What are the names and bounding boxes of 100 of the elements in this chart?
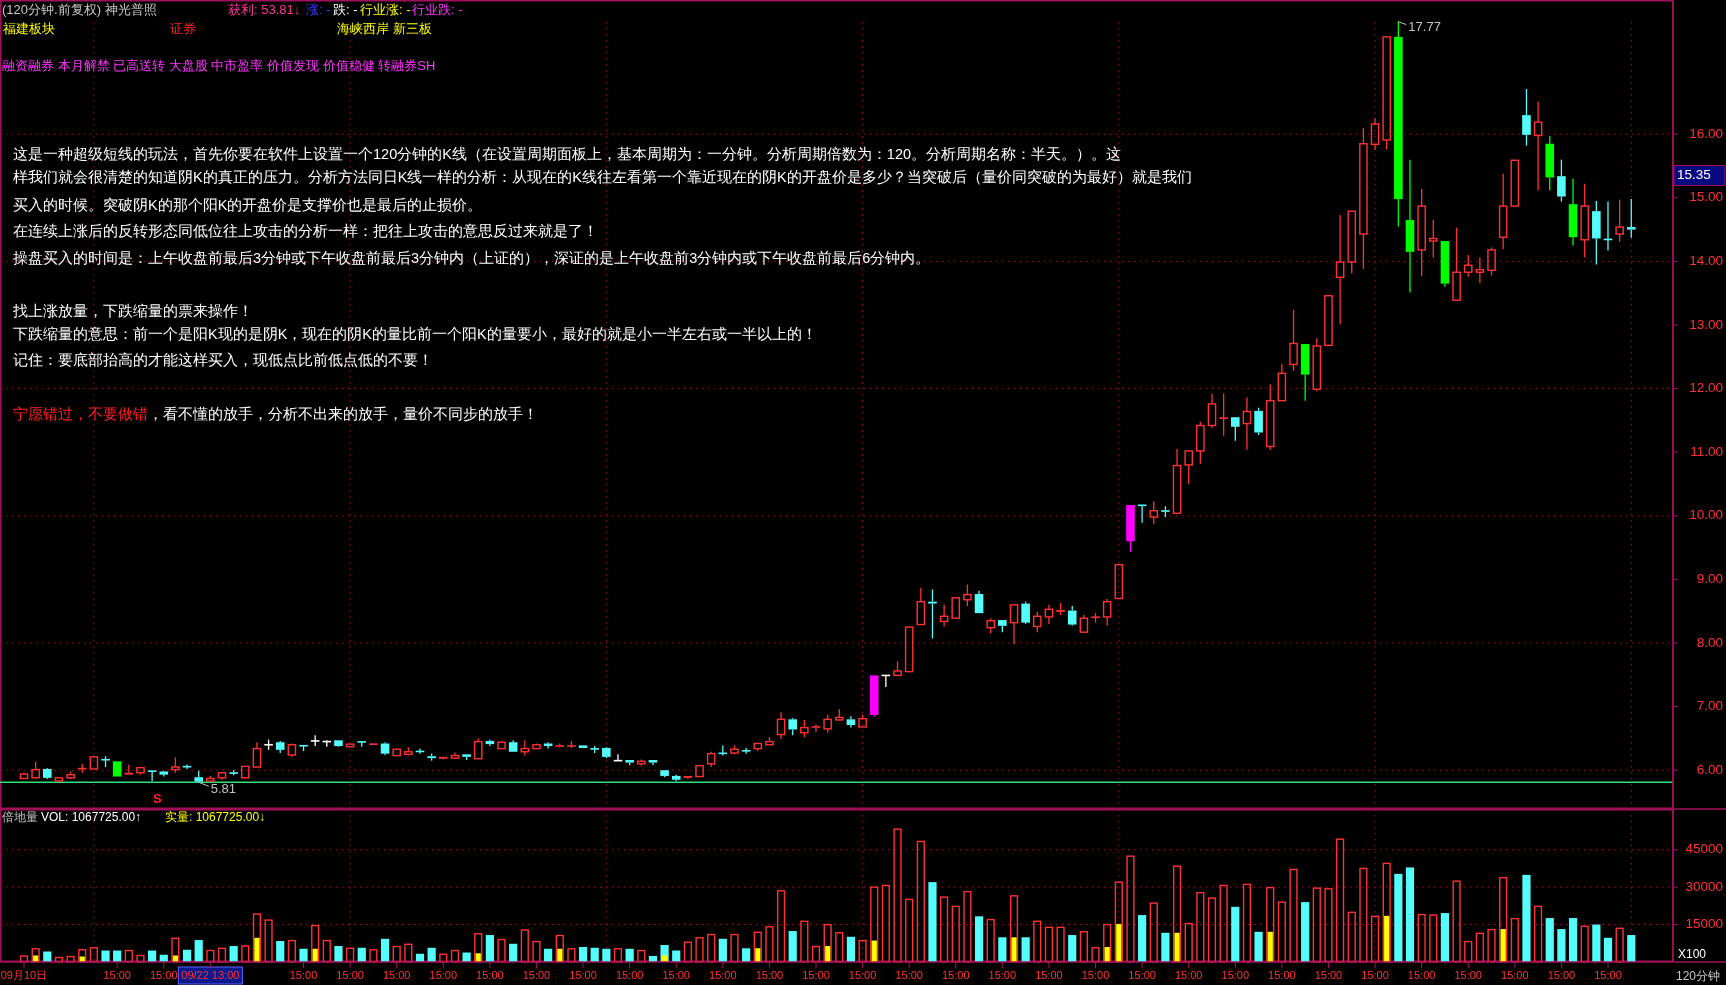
bar bbox=[1174, 932, 1180, 962]
bar bbox=[1301, 902, 1310, 962]
bar bbox=[31, 948, 40, 963]
bar bbox=[509, 943, 518, 962]
x-tick-label: 15:00 bbox=[988, 968, 1017, 981]
bar bbox=[1452, 880, 1461, 963]
bar bbox=[485, 935, 494, 962]
bar bbox=[1242, 883, 1252, 963]
bar bbox=[718, 938, 727, 962]
bar bbox=[776, 890, 786, 963]
bar bbox=[567, 948, 576, 963]
bar bbox=[881, 884, 890, 963]
bar bbox=[835, 932, 844, 963]
x-tick-label: 09/22 13:00 bbox=[181, 968, 240, 981]
bar bbox=[893, 828, 902, 963]
bar bbox=[1079, 931, 1088, 963]
bar bbox=[825, 946, 831, 962]
y-tick-label: 6.00 bbox=[1696, 761, 1723, 777]
annotation: 记住：要底部抬高的才能这样买入，现低点比前低点低的不要！ bbox=[13, 351, 433, 368]
bar bbox=[1464, 940, 1473, 963]
text: 120分钟 bbox=[1676, 969, 1721, 984]
bar bbox=[683, 941, 692, 963]
annotation: 融资融券 本月解禁 已高送转 大盘股 中市盈率 价值发现 价值稳健 转融券SH bbox=[2, 58, 436, 74]
x-tick-label: 15:00 bbox=[1174, 968, 1203, 981]
bar bbox=[1091, 947, 1100, 963]
bar bbox=[1370, 915, 1380, 963]
bar bbox=[19, 955, 29, 963]
bar bbox=[1384, 915, 1390, 962]
bar bbox=[276, 941, 285, 962]
bar bbox=[1405, 867, 1415, 962]
x-tick-label: 15:00 bbox=[103, 968, 131, 981]
bar bbox=[1161, 932, 1170, 962]
x-tick-label: 15:00 bbox=[615, 968, 644, 981]
x-tick-label: 15:00 bbox=[1594, 968, 1622, 981]
bar bbox=[287, 939, 296, 963]
bar bbox=[1254, 931, 1263, 962]
bar bbox=[788, 931, 797, 962]
bar bbox=[765, 926, 774, 963]
bar bbox=[1149, 902, 1158, 963]
bar bbox=[870, 886, 879, 963]
x-tick-label: 15:00 bbox=[1081, 968, 1110, 981]
bar bbox=[171, 937, 180, 963]
annotation: 实量: 1067725.00↓ bbox=[165, 810, 266, 825]
bar bbox=[1104, 947, 1110, 962]
bar bbox=[1510, 917, 1519, 963]
bar bbox=[520, 929, 529, 963]
bar bbox=[963, 890, 972, 963]
x-tick-label: 15:00 bbox=[1454, 968, 1482, 981]
bar bbox=[439, 953, 448, 963]
annotation: 行业跌: - bbox=[412, 2, 463, 18]
bar bbox=[136, 954, 145, 963]
bar bbox=[346, 947, 355, 963]
x-tick-label: 15:00 bbox=[1407, 968, 1436, 981]
bar bbox=[1500, 929, 1506, 962]
annotation: S bbox=[153, 791, 162, 807]
y-tick-label: 7.00 bbox=[1696, 698, 1723, 714]
x-tick-label: 15:00 bbox=[1221, 968, 1250, 981]
bar bbox=[89, 947, 98, 963]
annotation: 5.81 bbox=[210, 780, 237, 796]
bar bbox=[1289, 868, 1298, 963]
bar bbox=[578, 947, 588, 962]
x-tick-label: 15:00 bbox=[802, 968, 830, 981]
x-tick-label: 15:00 bbox=[1268, 968, 1296, 981]
bar bbox=[1487, 928, 1496, 963]
bar bbox=[742, 948, 751, 962]
bar bbox=[695, 937, 704, 963]
bar bbox=[1499, 876, 1508, 963]
bar bbox=[1138, 915, 1147, 962]
bar bbox=[1475, 932, 1484, 963]
bar bbox=[1545, 918, 1554, 962]
bar bbox=[497, 938, 506, 963]
bar bbox=[462, 952, 471, 962]
bar bbox=[1324, 888, 1333, 963]
bar bbox=[858, 939, 867, 963]
bar bbox=[254, 937, 260, 962]
bar bbox=[800, 920, 809, 963]
bar bbox=[1126, 855, 1135, 963]
x-tick-label: 15:00 bbox=[709, 968, 737, 981]
y-tick-label: 9.00 bbox=[1696, 570, 1723, 586]
x-tick-label: 15:00 bbox=[476, 968, 504, 981]
bar bbox=[78, 949, 87, 963]
bar bbox=[1534, 905, 1543, 963]
y-tick-label: 10.00 bbox=[1689, 507, 1723, 523]
bar bbox=[823, 923, 832, 963]
annotation: 宁愿错过，不要做错 bbox=[13, 405, 148, 422]
bar bbox=[1440, 913, 1450, 962]
annotation: 在连续上涨后的反转形态同低位往上攻击的分析一样：把往上攻击的意思反过来就是了！ bbox=[13, 222, 598, 239]
annotation: 样我们就会很清楚的知道阴K的真正的压力。分析方法同日K线一样的分析：从现在的K线往左看第一个靠近现在的阴K的开盘价是多少？当突破后（量价同突破的为最好）就是我们 bbox=[13, 168, 1192, 185]
bar bbox=[206, 949, 215, 963]
y-tick-label: 13.00 bbox=[1689, 316, 1723, 332]
bar bbox=[940, 896, 949, 963]
bar bbox=[1347, 911, 1356, 963]
x-tick-label: 15:00 bbox=[662, 968, 690, 981]
bar bbox=[1580, 925, 1589, 963]
x-tick-label: 15:00 bbox=[1035, 968, 1063, 981]
x-tick-label: 15:00 bbox=[848, 968, 877, 981]
bar bbox=[637, 949, 646, 963]
bar bbox=[1196, 891, 1205, 963]
annotation: 跌: - bbox=[333, 2, 358, 18]
x-tick-label: 15:00 bbox=[382, 968, 411, 981]
